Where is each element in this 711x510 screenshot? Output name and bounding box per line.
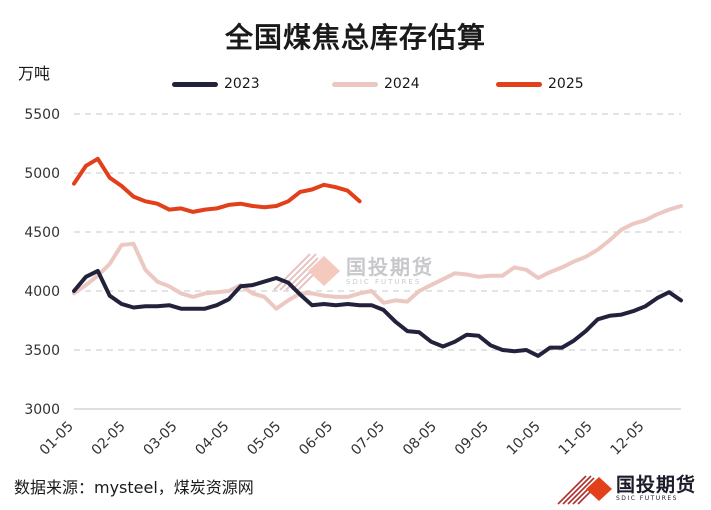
legend-label-2025: 2025 xyxy=(548,76,584,92)
x-tick-label: 01-05 xyxy=(37,419,77,459)
x-tick-label: 07-05 xyxy=(348,419,388,459)
x-tick-label: 03-05 xyxy=(141,419,181,459)
x-tick-label: 05-05 xyxy=(244,419,284,459)
legend-item-2025: 2025 xyxy=(496,76,584,92)
watermark-subtext: SDIC FUTURES xyxy=(346,278,422,286)
legend-item-2023: 2023 xyxy=(172,76,260,92)
x-tick-label: 04-05 xyxy=(192,419,232,459)
series-line-2025 xyxy=(72,156,362,214)
source-note: 数据来源：mysteel，煤炭资源网 xyxy=(14,478,254,497)
x-tick-label: 06-05 xyxy=(296,419,336,459)
series-line-2024 xyxy=(72,204,683,311)
chart-title: 全国煤焦总库存估算 xyxy=(224,21,486,54)
axis-layer: 3000 3500 4000 4500 5000 5500 01-05 02-05 03-05 0… xyxy=(24,107,681,459)
y-axis-unit-label: 万吨 xyxy=(18,64,51,83)
watermark-text: 国投期货 xyxy=(346,255,434,279)
grid-layer xyxy=(74,113,681,351)
brand-logo: 国投期货 SDIC FUTURES xyxy=(556,472,696,506)
x-tick-label: 10-05 xyxy=(504,419,544,459)
y-tick-label: 4500 xyxy=(24,225,60,241)
x-tick-label: 11-05 xyxy=(556,419,596,459)
legend-swatch-2024 xyxy=(332,81,378,87)
x-tick-label: 09-05 xyxy=(452,419,492,459)
legend-swatch-2025 xyxy=(496,81,542,87)
brand-logo-text: 国投期货 xyxy=(616,474,697,496)
x-tick-label: 08-05 xyxy=(400,419,440,459)
y-tick-label: 3000 xyxy=(24,402,60,418)
series-layer xyxy=(72,156,683,358)
legend: 2023 2024 2025 xyxy=(0,76,711,98)
x-tick-label: 12-05 xyxy=(608,419,648,459)
y-tick-label: 5000 xyxy=(24,166,60,182)
legend-swatch-2023 xyxy=(172,81,218,87)
y-tick-label: 5500 xyxy=(24,107,60,123)
y-tick-label: 3500 xyxy=(24,343,60,359)
legend-label-2023: 2023 xyxy=(224,76,260,92)
x-tick-label: 02-05 xyxy=(89,419,129,459)
brand-logo-subtext: SDIC FUTURES xyxy=(616,495,678,502)
brand-logo-icon xyxy=(557,475,612,505)
watermark: 国投期货 SDIC FUTURES xyxy=(270,250,434,292)
series-line-2023 xyxy=(72,268,683,358)
legend-item-2024: 2024 xyxy=(332,76,420,92)
legend-label-2024: 2024 xyxy=(384,76,420,92)
y-tick-label: 4000 xyxy=(24,284,60,300)
